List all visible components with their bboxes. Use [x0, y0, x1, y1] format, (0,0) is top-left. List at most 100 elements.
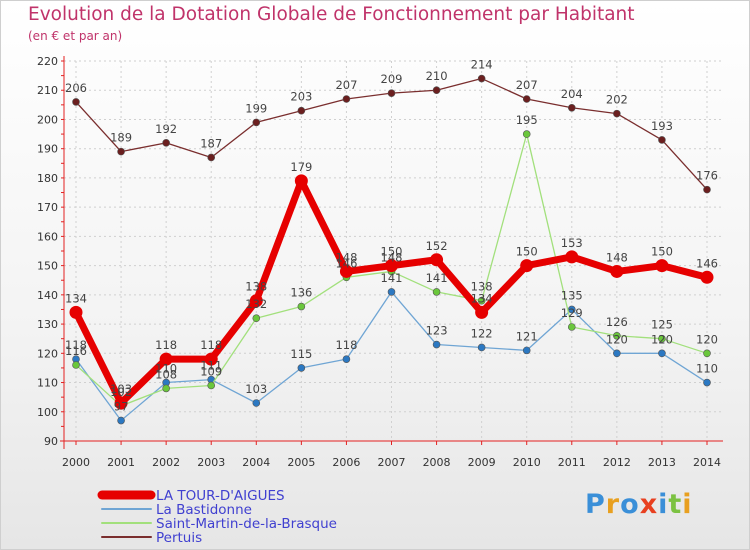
data-label: 111 [200, 359, 222, 373]
proxiti-logo: Proxiti [585, 489, 693, 520]
data-point [658, 334, 666, 343]
logo-letter: t [668, 489, 683, 520]
data-point [613, 349, 621, 358]
data-label: 207 [335, 78, 357, 92]
data-label: 115 [290, 347, 312, 361]
chart-subtitle: (en € et par an) [28, 29, 123, 43]
x-tick-label: 2010 [513, 456, 541, 469]
data-label: 126 [606, 315, 628, 329]
chart-title: Evolution de la Dotation Globale de Fonc… [28, 4, 635, 25]
data-point [565, 250, 579, 264]
legend-label: Saint-Martin-de-la-Brasque [156, 516, 337, 532]
logo-letter: i [658, 489, 669, 520]
y-tick-label: 190 [37, 143, 58, 156]
data-label: 138 [245, 280, 267, 294]
y-tick-label: 200 [37, 113, 58, 126]
legend-label: Pertuis [156, 530, 202, 546]
data-label: 148 [335, 250, 357, 264]
data-label: 206 [65, 81, 87, 95]
data-point [252, 314, 261, 323]
data-point [655, 259, 669, 273]
y-tick-label: 110 [37, 377, 58, 390]
data-point [658, 136, 666, 144]
data-label: 199 [245, 101, 267, 115]
data-point [703, 378, 711, 387]
y-tick-label: 220 [37, 55, 58, 68]
data-label: 204 [561, 87, 583, 101]
data-label: 97 [114, 400, 129, 414]
data-label: 118 [65, 338, 87, 352]
data-label: 116 [65, 344, 87, 358]
data-point [700, 270, 714, 284]
y-tick-label: 170 [37, 201, 58, 214]
x-tick-label: 2014 [693, 456, 721, 469]
logo-letter: o [620, 489, 640, 520]
y-tick-label: 90 [44, 435, 58, 448]
data-point [475, 305, 489, 319]
data-label: 152 [426, 239, 448, 253]
data-label: 207 [516, 78, 538, 92]
x-tick-label: 2001 [107, 456, 135, 469]
data-point [339, 264, 353, 278]
data-label: 150 [516, 245, 538, 259]
data-point [297, 302, 306, 311]
data-point [387, 288, 396, 296]
data-label: 108 [155, 367, 177, 381]
x-tick-label: 2005 [287, 456, 315, 469]
logo-letter: r [605, 489, 621, 520]
logo-letter: i [682, 489, 693, 520]
data-point [207, 153, 216, 162]
y-tick-label: 130 [37, 318, 58, 331]
data-point [613, 331, 621, 340]
y-tick-label: 120 [37, 347, 58, 360]
data-label: 150 [651, 245, 673, 259]
legend-label: La Bastidonne [156, 502, 252, 518]
data-point [72, 98, 80, 106]
data-label: 110 [155, 362, 177, 376]
data-label: 138 [471, 280, 493, 294]
x-tick-label: 2003 [197, 456, 225, 469]
data-point [297, 364, 306, 372]
y-tick-label: 100 [37, 406, 58, 419]
y-tick-label: 210 [37, 84, 58, 97]
data-label: 187 [200, 136, 222, 150]
data-point [207, 381, 216, 390]
data-label: 120 [696, 332, 718, 346]
data-label: 146 [696, 256, 718, 270]
x-tick-label: 2007 [378, 456, 406, 469]
data-label: 209 [381, 72, 403, 86]
data-point [520, 259, 534, 273]
data-point [72, 361, 80, 369]
data-label: 146 [335, 256, 357, 270]
data-point [162, 384, 170, 393]
data-label: 110 [696, 362, 718, 376]
data-label: 132 [245, 297, 267, 311]
data-label: 109 [200, 364, 222, 378]
data-label: 203 [290, 90, 312, 104]
data-label: 134 [65, 291, 87, 305]
data-point [477, 343, 486, 352]
data-point [522, 346, 531, 355]
data-point [432, 86, 441, 95]
data-label: 123 [426, 324, 448, 338]
data-point [252, 118, 261, 127]
x-tick-label: 2012 [603, 456, 631, 469]
data-point [567, 103, 576, 112]
data-point [114, 396, 128, 410]
data-point [477, 74, 486, 83]
data-point [703, 349, 711, 358]
data-point [613, 109, 621, 118]
data-label: 120 [651, 332, 673, 346]
data-label: 150 [381, 245, 403, 259]
x-tick-label: 2000 [62, 456, 90, 469]
x-tick-label: 2008 [423, 456, 451, 469]
y-tick-label: 140 [37, 289, 58, 302]
data-label: 193 [651, 119, 673, 133]
data-point [162, 139, 170, 147]
data-label: 103 [245, 382, 267, 396]
logo-letter: x [639, 489, 659, 520]
x-tick-label: 2009 [468, 456, 496, 469]
data-label: 129 [561, 306, 583, 320]
